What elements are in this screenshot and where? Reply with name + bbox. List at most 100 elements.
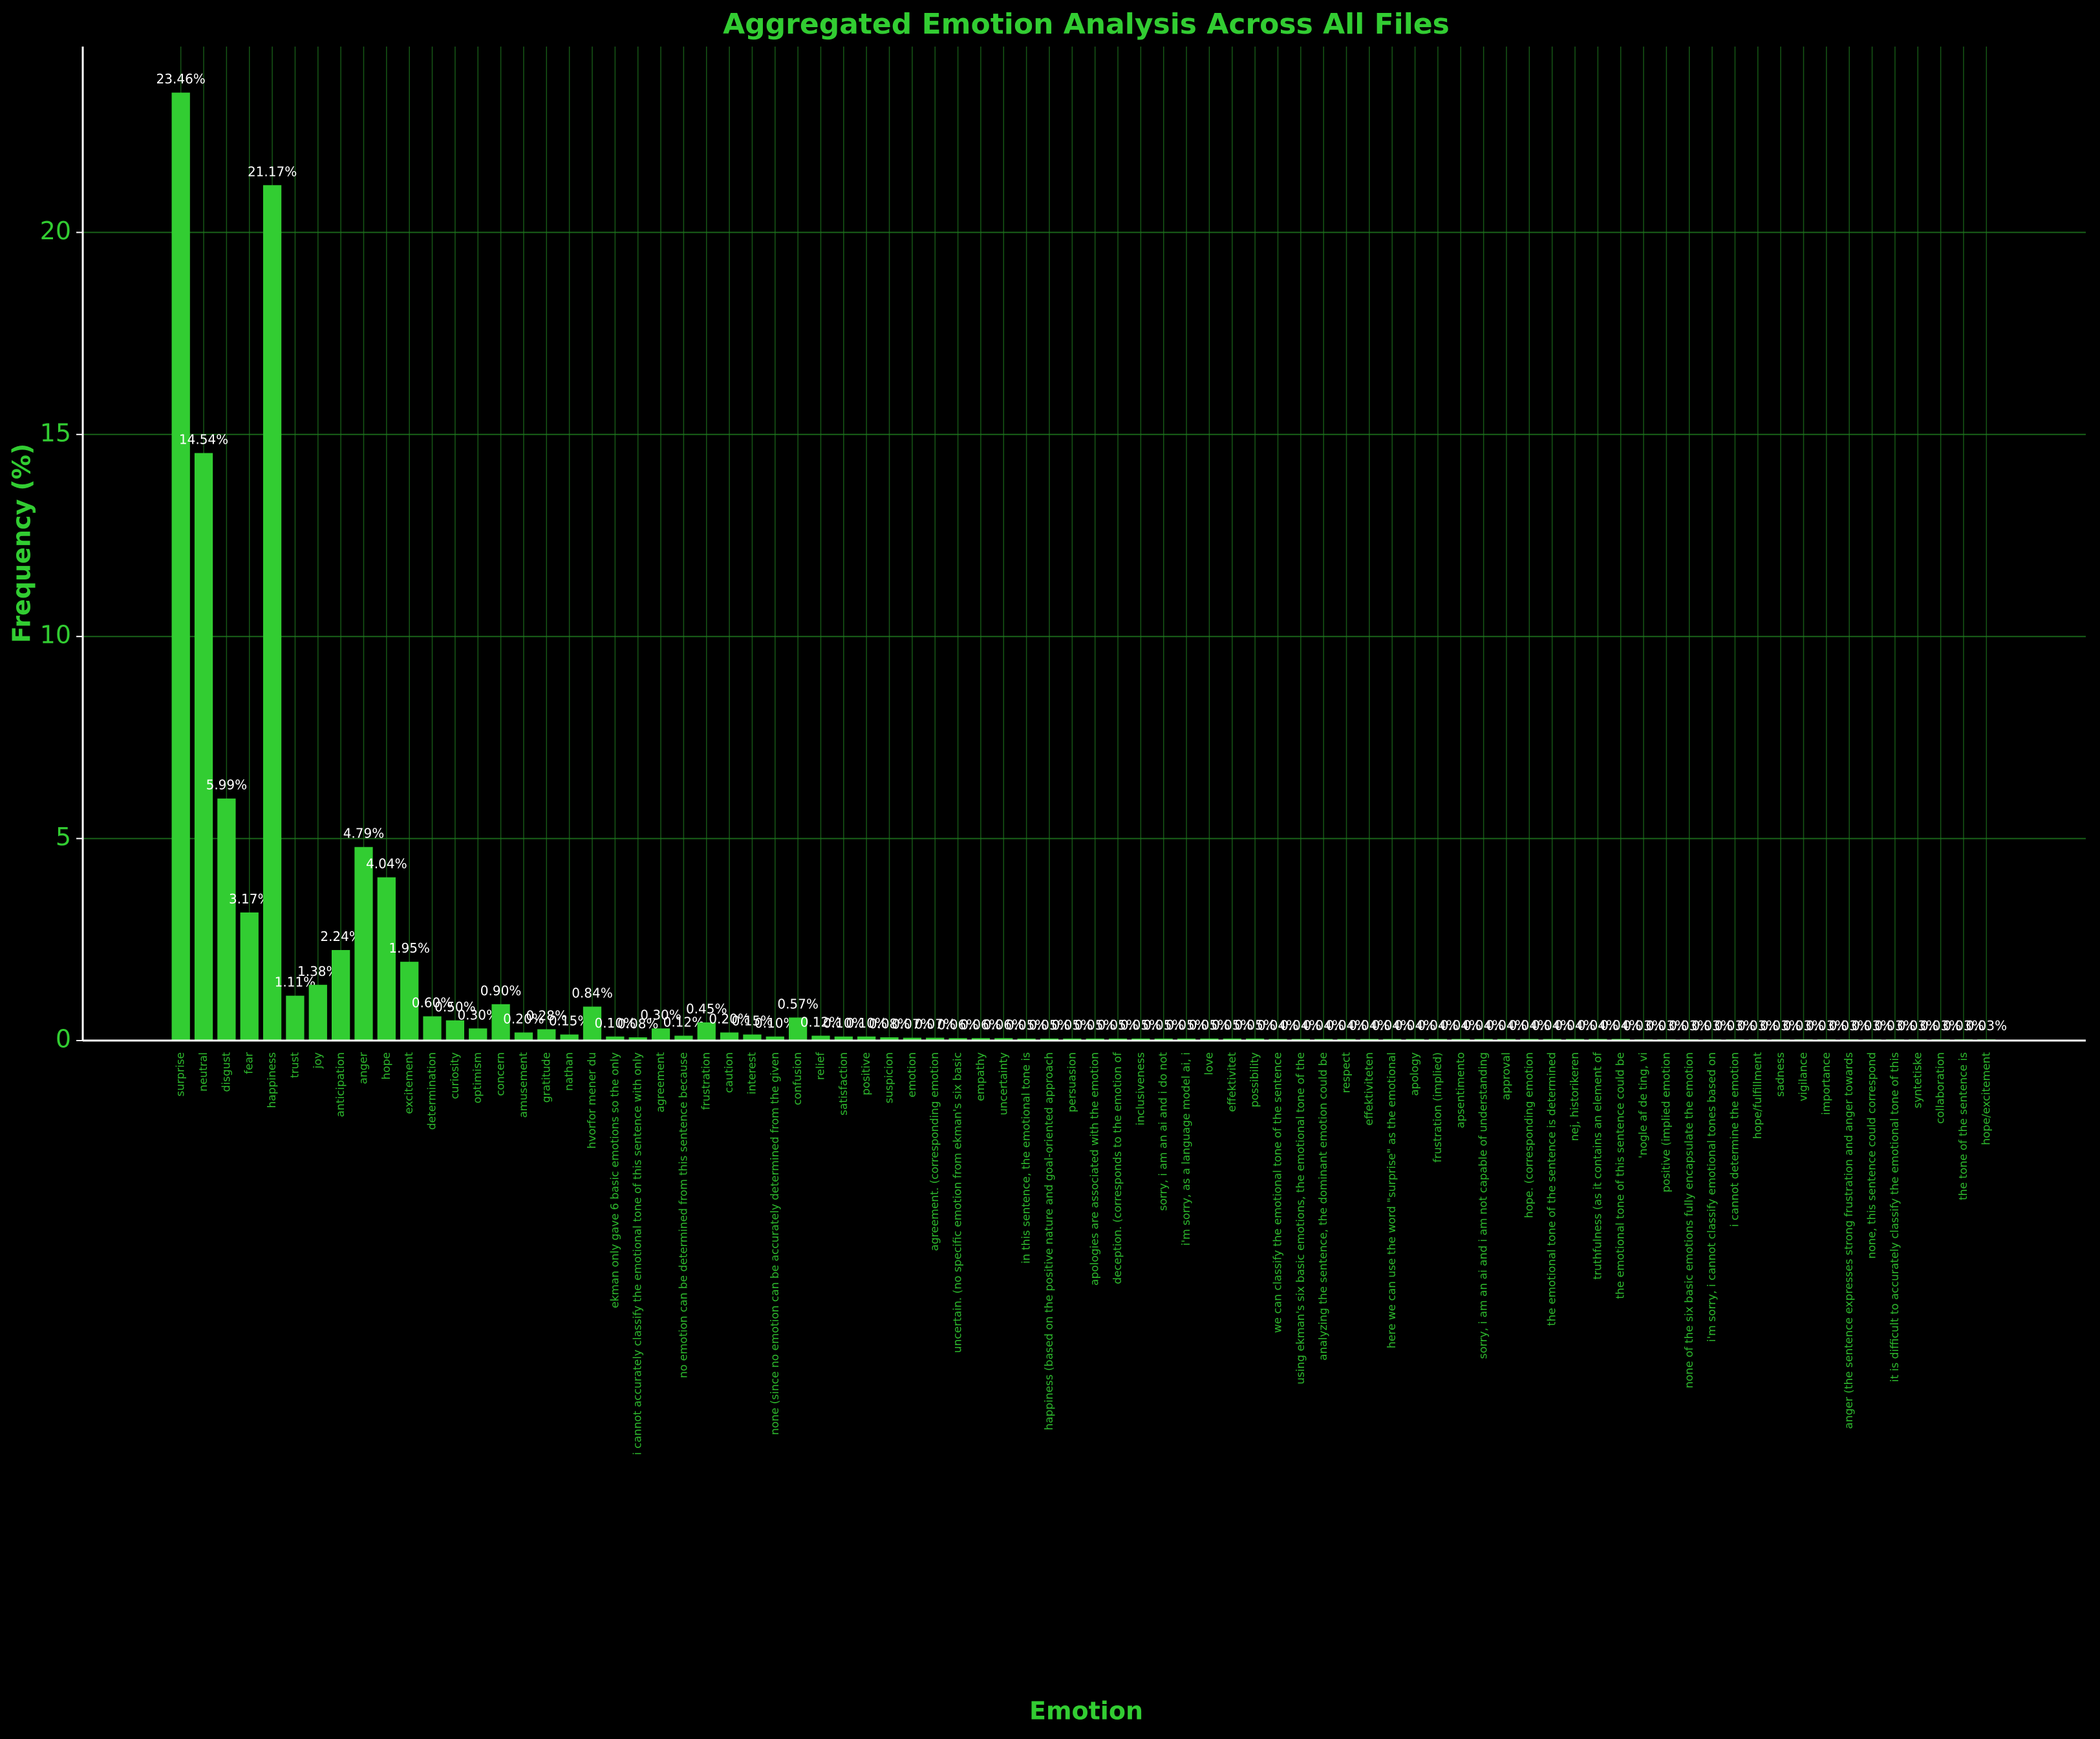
bar bbox=[857, 1036, 876, 1041]
bar bbox=[788, 1017, 808, 1041]
x-tick-label: we can classify the emotional tone of th… bbox=[1271, 1052, 1284, 1333]
x-tick-label: nej, historikeren bbox=[1569, 1052, 1581, 1141]
bar bbox=[948, 1038, 967, 1041]
bar bbox=[262, 185, 282, 1041]
x-tick-label: interest bbox=[745, 1052, 758, 1095]
x-tick-label: sorry, i am an ai and i am not capable o… bbox=[1477, 1052, 1490, 1359]
y-tick-label: 20 bbox=[40, 217, 71, 245]
value-label: 1.95% bbox=[389, 940, 430, 956]
x-tick-label: vigilance bbox=[1797, 1052, 1810, 1101]
bar bbox=[194, 453, 213, 1041]
bar bbox=[217, 798, 236, 1041]
bar bbox=[1131, 1038, 1150, 1041]
bar bbox=[834, 1036, 853, 1041]
x-tick-label: 'nogle af de ting, vi bbox=[1637, 1052, 1650, 1158]
x-tick-label: i'm sorry, as a language model ai, i bbox=[1180, 1052, 1193, 1246]
x-tick-label: nathan bbox=[563, 1052, 576, 1091]
x-tick-label: possibility bbox=[1248, 1052, 1261, 1107]
value-label: 0.03% bbox=[1760, 1018, 1801, 1033]
value-label: 0.05% bbox=[1166, 1017, 1207, 1033]
x-tick-label: the emotional tone of this sentence coul… bbox=[1614, 1052, 1627, 1299]
x-tick-label: analyzing the sentence, the dominant emo… bbox=[1317, 1052, 1330, 1361]
y-axis-label: Frequency (%) bbox=[8, 444, 36, 643]
x-tick-label: none, this sentence could correspond bbox=[1866, 1052, 1879, 1258]
value-label: 0.30% bbox=[457, 1007, 498, 1022]
x-tick-label: i'm sorry, i cannot classify emotional t… bbox=[1706, 1052, 1719, 1342]
value-label: 0.05% bbox=[1120, 1017, 1162, 1033]
value-label: 0.10% bbox=[755, 1015, 796, 1031]
x-tick-label: love bbox=[1203, 1052, 1216, 1075]
y-tick-label: 10 bbox=[40, 621, 71, 649]
x-tick-label: i cannot determine the emotion bbox=[1728, 1052, 1741, 1227]
x-tick-label: sorry, i am an ai and i do not bbox=[1157, 1052, 1170, 1211]
value-label: 0.50% bbox=[434, 999, 476, 1015]
bar bbox=[514, 1032, 533, 1041]
x-tick-label: gratitude bbox=[540, 1052, 553, 1103]
value-label: 0.04% bbox=[1303, 1018, 1344, 1033]
x-tick-label: syntetiske bbox=[1911, 1052, 1924, 1108]
value-label: 1.38% bbox=[297, 964, 339, 979]
x-tick-label: apology bbox=[1409, 1052, 1422, 1096]
value-label: 1.11% bbox=[275, 975, 316, 990]
x-tick-label: deception. (corresponds to the emotion o… bbox=[1111, 1052, 1124, 1284]
bar bbox=[766, 1036, 784, 1041]
x-tick-label: hope. (corresponding emotion bbox=[1523, 1052, 1536, 1218]
x-tick-label: optimism bbox=[471, 1052, 484, 1103]
value-label: 0.03% bbox=[1920, 1018, 1962, 1033]
value-label: 0.04% bbox=[1349, 1018, 1390, 1033]
x-tick-label: in this sentence, the emotional tone is bbox=[1020, 1052, 1033, 1264]
bar bbox=[743, 1034, 762, 1041]
bar bbox=[240, 912, 259, 1041]
bar bbox=[491, 1004, 510, 1041]
x-tick-label: determination bbox=[426, 1052, 439, 1130]
value-label: 0.06% bbox=[960, 1017, 1002, 1032]
x-tick-label: importance bbox=[1820, 1052, 1833, 1115]
value-label: 0.05% bbox=[1006, 1017, 1047, 1033]
value-label: 0.03% bbox=[1737, 1018, 1779, 1033]
bar bbox=[377, 877, 396, 1041]
value-label: 0.30% bbox=[640, 1007, 681, 1022]
value-label: 0.03% bbox=[1852, 1018, 1893, 1033]
value-label: 0.04% bbox=[1554, 1018, 1596, 1033]
value-label: 0.03% bbox=[1806, 1018, 1847, 1033]
value-label: 0.57% bbox=[777, 996, 819, 1011]
value-label: 0.04% bbox=[1326, 1018, 1367, 1033]
bar bbox=[926, 1037, 945, 1041]
value-label: 0.05% bbox=[1212, 1017, 1253, 1033]
chart-title: Aggregated Emotion Analysis Across All F… bbox=[723, 8, 1450, 41]
value-label: 0.10% bbox=[595, 1015, 636, 1031]
bar bbox=[880, 1037, 899, 1041]
value-label: 0.06% bbox=[938, 1017, 979, 1032]
bar bbox=[286, 995, 305, 1041]
value-label: 0.15% bbox=[732, 1013, 773, 1029]
value-label: 0.05% bbox=[1189, 1017, 1230, 1033]
x-tick-label: amusement bbox=[517, 1052, 530, 1118]
value-label: 0.03% bbox=[1715, 1018, 1756, 1033]
bar bbox=[171, 92, 190, 1041]
value-label: 0.15% bbox=[549, 1013, 590, 1029]
value-label: 0.10% bbox=[823, 1015, 864, 1031]
value-label: 0.04% bbox=[1486, 1018, 1527, 1033]
value-label: 0.08% bbox=[617, 1016, 659, 1032]
value-label: 0.04% bbox=[1600, 1018, 1642, 1033]
bar bbox=[811, 1035, 830, 1041]
x-tick-label: uncertain. (no specific emotion from ekm… bbox=[952, 1052, 965, 1353]
x-tick-label: empathy bbox=[974, 1052, 987, 1101]
x-tick-label: positive bbox=[860, 1052, 873, 1096]
bar bbox=[423, 1016, 442, 1041]
x-tick-label: persuasion bbox=[1066, 1052, 1078, 1112]
value-label: 0.12% bbox=[663, 1015, 705, 1030]
bar bbox=[1200, 1038, 1219, 1041]
x-tick-label: relief bbox=[814, 1052, 827, 1080]
x-tick-label: disgust bbox=[220, 1052, 233, 1092]
x-tick-label: hope/fulfillment bbox=[1752, 1052, 1764, 1140]
bar bbox=[971, 1038, 991, 1041]
value-label: 0.03% bbox=[1623, 1018, 1664, 1033]
value-label: 0.05% bbox=[1029, 1017, 1070, 1033]
x-tick-label: using ekman's six basic emotions, the em… bbox=[1294, 1052, 1307, 1385]
value-label: 0.04% bbox=[1509, 1018, 1550, 1033]
x-tick-label: ekman only gave 6 basic emotions so the … bbox=[608, 1052, 621, 1308]
bar bbox=[1040, 1038, 1059, 1041]
value-label: 0.03% bbox=[1646, 1018, 1688, 1033]
